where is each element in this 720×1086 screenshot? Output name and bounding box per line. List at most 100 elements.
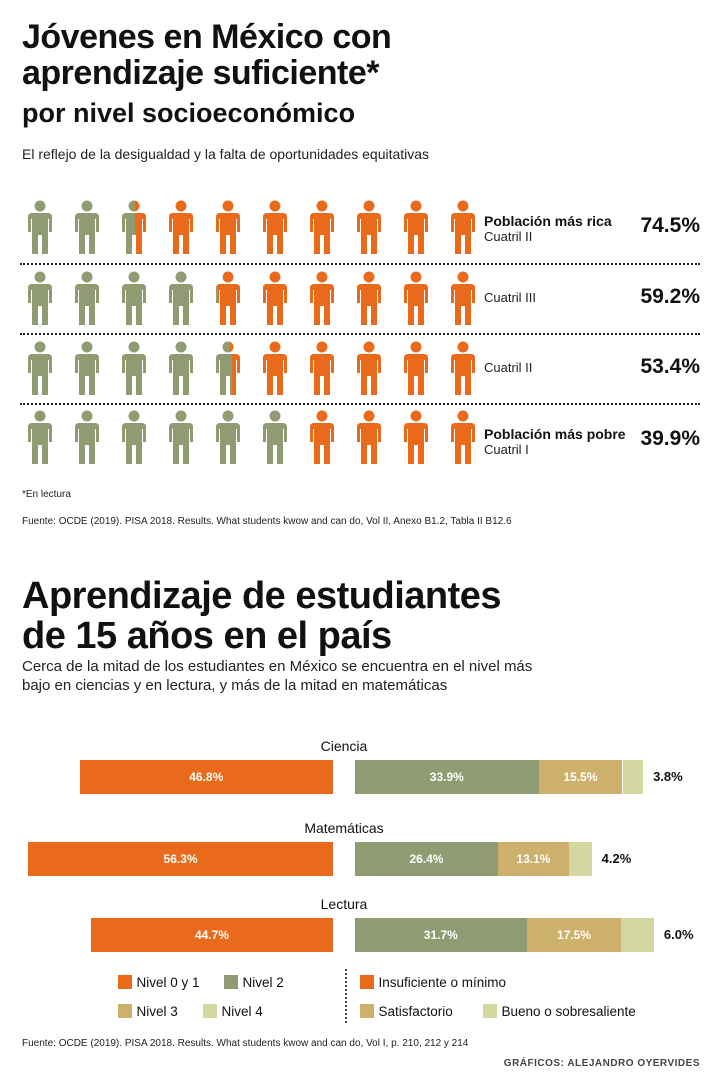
person-icon xyxy=(310,200,334,254)
row4-label: Población más pobre xyxy=(484,426,626,442)
person-icon xyxy=(122,410,146,464)
bar-segment-nivel-4 xyxy=(622,760,644,794)
person-icon xyxy=(216,410,240,464)
row2-labels: Cuatril III xyxy=(484,290,536,305)
category-label: Ciencia xyxy=(320,738,368,754)
bar-segment-nivel-0-1: 46.8% xyxy=(79,760,333,794)
person-icon xyxy=(216,200,240,254)
row2-value: 59.2% xyxy=(640,285,700,308)
person-icon xyxy=(169,341,193,395)
legend-label: Nivel 2 xyxy=(242,975,284,990)
main-title-line2: aprendizaje suficiente* xyxy=(22,54,379,92)
row4-value: 39.9% xyxy=(640,427,700,450)
person-icon xyxy=(310,271,334,325)
legend-item-n2: Nivel 2 xyxy=(224,974,284,992)
row3-sublabel: Cuatril II xyxy=(484,360,533,375)
person-icon xyxy=(75,410,99,464)
legend-label: Insuficiente o mínimo xyxy=(378,975,507,990)
row2-sublabel: Cuatril III xyxy=(484,290,537,305)
row1-labels: Población más rica Cuatril II xyxy=(484,213,612,244)
main-title-line1: Jóvenes en México con xyxy=(22,18,392,56)
row1-label: Población más rica xyxy=(484,213,612,229)
bar-label-nivel-4: 4.2% xyxy=(601,851,632,866)
bar-segment-nivel-2: 26.4% xyxy=(355,842,498,876)
section2-title-line1: Aprendizaje de estudiantes xyxy=(22,575,502,617)
legend-item-ins: Insuficiente o mínimo xyxy=(360,974,506,992)
bar-segment-nivel-3: 13.1% xyxy=(497,842,569,876)
row1-sublabel: Cuatril II xyxy=(484,229,533,244)
row-separator xyxy=(20,263,700,265)
row-separator xyxy=(20,333,700,335)
legend-swatch-green xyxy=(224,975,238,989)
person-icon xyxy=(28,271,52,325)
legend-label: Nivel 3 xyxy=(136,1004,178,1019)
person-icon xyxy=(216,271,240,325)
row3-value: 53.4% xyxy=(640,355,700,378)
footnote: *En lectura xyxy=(22,489,71,500)
legend-item-bueno: Bueno o sobresaliente xyxy=(483,1003,636,1021)
row1-value: 74.5% xyxy=(640,214,700,237)
legend-swatch-pale xyxy=(483,1004,497,1018)
bar-label-nivel-4: 6.0% xyxy=(663,927,694,942)
category-label: Lectura xyxy=(320,896,368,912)
section2-body-line2: bajo en ciencias y en lectura, y más de … xyxy=(22,677,448,694)
section2-body-line1: Cerca de la mitad de los estudiantes en … xyxy=(22,658,533,675)
person-icon xyxy=(75,271,99,325)
section2-title-line2: de 15 años en el país xyxy=(22,615,392,657)
bar-segment-nivel-3: 17.5% xyxy=(526,918,622,952)
person-icon xyxy=(28,410,52,464)
person-icon xyxy=(75,341,99,395)
bar-segment-nivel-3: 15.5% xyxy=(538,760,623,794)
person-icon xyxy=(28,200,52,254)
person-icon xyxy=(357,200,381,254)
person-icon xyxy=(263,410,287,464)
legend-label: Nivel 0 y 1 xyxy=(136,975,200,990)
subtitle: El reflejo de la desigualdad y la falta … xyxy=(22,146,430,162)
row3-labels: Cuatril II xyxy=(484,360,532,375)
bar-segment-nivel-4 xyxy=(621,918,654,952)
legend-label: Bueno o sobresaliente xyxy=(501,1004,636,1019)
legend-item-sat: Satisfactorio xyxy=(360,1003,453,1021)
credit: GRÁFICOS: ALEJANDRO OYERVIDES xyxy=(503,1058,700,1069)
person-icon xyxy=(451,341,475,395)
person-icon xyxy=(310,341,334,395)
person-icon xyxy=(404,341,428,395)
main-title-line3: por nivel socioeconómico xyxy=(22,98,356,128)
person-icon xyxy=(451,271,475,325)
legend-label: Satisfactorio xyxy=(378,1004,453,1019)
person-icon xyxy=(216,341,240,395)
legend-swatch-orange xyxy=(118,975,132,989)
bar-segment-nivel-4 xyxy=(568,842,592,876)
person-icon xyxy=(263,271,287,325)
bar-segment-nivel-0-1: 56.3% xyxy=(28,842,333,876)
source-2: Fuente: OCDE (2019). PISA 2018. Results.… xyxy=(22,1038,469,1049)
person-icon xyxy=(263,200,287,254)
bar-label-nivel-4: 3.8% xyxy=(653,769,683,784)
legend-item-n4: Nivel 4 xyxy=(203,1003,263,1021)
person-icon xyxy=(404,200,428,254)
bar-segment-nivel-2: 33.9% xyxy=(355,760,539,794)
person-icon xyxy=(451,410,475,464)
person-icon xyxy=(357,271,381,325)
legend-swatch-tan xyxy=(360,1004,374,1018)
person-icon xyxy=(75,200,99,254)
person-icon xyxy=(357,410,381,464)
row4-labels: Población más pobre Cuatril I xyxy=(484,426,626,457)
person-icon xyxy=(451,200,475,254)
legend-swatch-pale xyxy=(203,1004,217,1018)
bar-segment-nivel-2: 31.7% xyxy=(355,918,527,952)
person-icon xyxy=(169,271,193,325)
person-icon xyxy=(404,410,428,464)
legend-swatch-tan xyxy=(118,1004,132,1018)
category-label: Matemáticas xyxy=(304,820,384,836)
person-icon xyxy=(122,341,146,395)
legend-swatch-orange xyxy=(360,975,374,989)
legend-item-n01: Nivel 0 y 1 xyxy=(118,974,199,992)
person-icon xyxy=(310,410,334,464)
legend-label: Nivel 4 xyxy=(221,1004,263,1019)
legend-item-n3: Nivel 3 xyxy=(118,1003,178,1021)
person-icon xyxy=(122,271,146,325)
source-1: Fuente: OCDE (2019). PISA 2018. Results.… xyxy=(22,516,512,527)
person-icon xyxy=(122,200,146,254)
legend-divider xyxy=(345,969,347,1023)
